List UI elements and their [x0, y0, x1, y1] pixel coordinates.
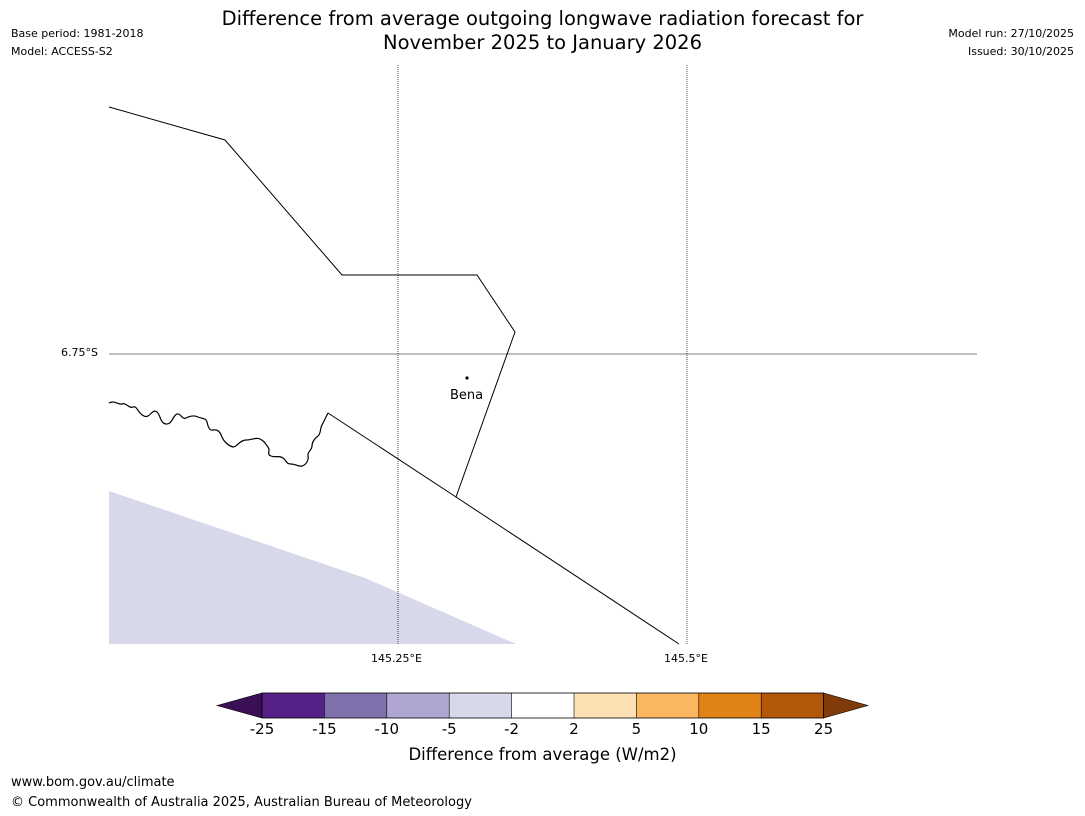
meta-left: Base period: 1981-2018 Model: ACCESS-S2	[11, 25, 143, 61]
colorbar-tick: 15	[751, 720, 771, 738]
colorbar-bin-1	[262, 693, 325, 718]
meta-right: Model run: 27/10/2025 Issued: 30/10/2025	[948, 25, 1074, 61]
title-line-2: November 2025 to January 2026	[383, 31, 702, 54]
title-line-1: Difference from average outgoing longwav…	[221, 7, 864, 30]
colorbar-tick: -25	[249, 720, 275, 738]
base-period-text: Base period: 1981-2018	[11, 27, 144, 40]
colorbar-tick: 25	[814, 720, 834, 738]
colorbar-bin-3	[386, 693, 450, 718]
colorbar-tick: 2	[569, 720, 579, 738]
river-boundary	[108, 401, 329, 467]
town-label: Bena	[450, 388, 484, 403]
footer-copyright: © Commonwealth of Australia 2025, Austra…	[11, 795, 472, 810]
colorbar-bin-7	[636, 693, 699, 718]
issued-text: Issued: 30/10/2025	[967, 45, 1074, 58]
colorbar-bin-5	[511, 693, 574, 718]
colorbar-title: Difference from average (W/m2)	[408, 745, 677, 764]
colorbar-bin-6	[574, 693, 637, 718]
colorbar-tick: 5	[631, 720, 642, 738]
model-text: Model: ACCESS-S2	[11, 45, 113, 58]
colorbar-bin-4	[449, 693, 512, 718]
longitude-label-1: 145.25°E	[371, 652, 422, 665]
province-boundary-south	[327, 412, 680, 645]
colorbar-dividers	[324, 693, 762, 718]
latitude-label: 6.75°S	[61, 346, 98, 359]
colorbar-bin-2	[324, 693, 387, 718]
colorbar-extend-high	[823, 692, 870, 719]
shaded-anomaly-region	[109, 491, 516, 644]
page-title: Difference from average outgoing longwav…	[0, 7, 1085, 55]
longitude-label-2: 145.5°E	[664, 652, 708, 665]
model-run-text: Model run: 27/10/2025	[948, 27, 1074, 40]
town-marker	[465, 376, 469, 380]
colorbar-bin-9	[761, 693, 824, 718]
colorbar-outline	[261, 692, 824, 719]
colorbar-tick: -15	[312, 720, 337, 738]
colorbar-tick: -10	[374, 720, 400, 738]
colorbar-tick: 10	[689, 720, 709, 738]
colorbar-bin-8	[698, 693, 762, 718]
footer-url: www.bom.gov.au/climate	[11, 775, 175, 790]
colorbar-tick: -5	[441, 720, 457, 738]
colorbar-extend-low	[215, 692, 263, 719]
colorbar-tick: -2	[504, 720, 520, 738]
province-boundary	[108, 106, 516, 498]
